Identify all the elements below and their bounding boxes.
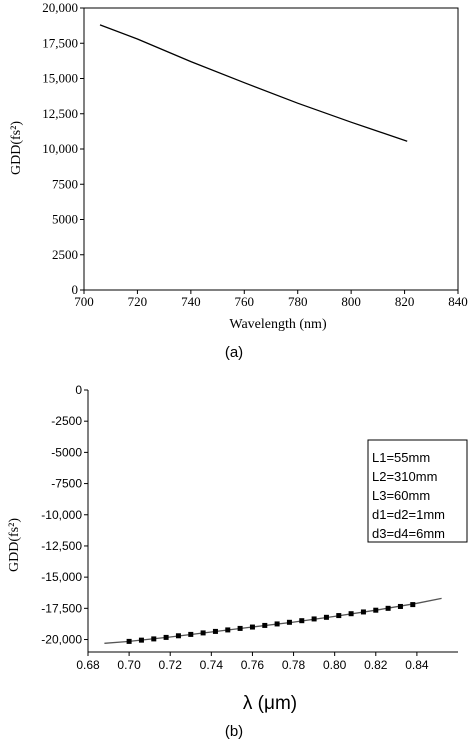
panel-b-legend-box: [367, 439, 468, 543]
y-tick-label: -15,000: [41, 570, 82, 584]
y-tick-label: 0: [75, 383, 82, 397]
data-point-marker: [262, 622, 268, 628]
y-tick-label: 5000: [52, 212, 78, 227]
panel-b-legend: L1=55mm L2=310mm L3=60mm d1=d2=1mm d3=d4=6mm: [372, 450, 445, 541]
legend-entry: d3=d4=6mm: [372, 526, 445, 541]
y-tick-label: -12,500: [41, 539, 82, 553]
data-point-marker: [212, 628, 218, 634]
y-tick-label: 2500: [52, 247, 78, 262]
data-point-marker: [323, 614, 329, 620]
series-line: [104, 597, 442, 644]
data-point-marker: [373, 607, 379, 613]
series-line: [99, 24, 408, 142]
legend-entry: L1=55mm: [372, 450, 430, 465]
x-tick-label: 0.82: [364, 658, 388, 672]
y-tick-label: 0: [72, 282, 79, 297]
panel-b-plot-area: 0.68 0.70 0.72 0.74 0.76 0.78 0.80 0.82 0.84 0 -25…: [41, 383, 458, 672]
panel-b-y-axis-title: GDD(fs²): [7, 518, 22, 572]
data-point-marker: [200, 630, 206, 636]
panel-a-plot-area: 700 720 740 760 780 800 820 840 0 2500 5000 7500 10,…: [42, 0, 468, 309]
x-tick-label: 820: [395, 294, 415, 309]
data-point-marker: [410, 602, 416, 608]
x-tick-label: 700: [74, 294, 94, 309]
panel-b-x-axis-title: λ (μm): [243, 693, 297, 714]
data-point-marker: [163, 634, 169, 640]
x-tick-label: 0.72: [159, 658, 183, 672]
data-point-marker: [188, 631, 194, 637]
data-point-marker: [126, 638, 132, 644]
y-tick-label: -17,500: [41, 601, 82, 615]
panel-a-caption: (a): [225, 344, 243, 361]
y-tick-label: -7500: [51, 477, 82, 491]
x-tick-label: 780: [288, 294, 308, 309]
y-tick-label: 20,000: [42, 0, 78, 15]
data-point-marker: [151, 636, 157, 642]
panel-a-y-axis-title: GDD(fs²): [9, 121, 24, 175]
data-point-marker: [311, 616, 317, 622]
y-tick-label: -20,000: [41, 633, 82, 647]
data-point-marker: [397, 603, 403, 609]
x-tick-label: 0.80: [323, 658, 347, 672]
x-tick-label: 740: [181, 294, 201, 309]
data-point-marker: [225, 627, 231, 633]
x-tick-label: 0.84: [405, 658, 429, 672]
data-point-marker: [336, 613, 342, 619]
data-point-marker: [175, 633, 181, 639]
data-point-marker: [237, 625, 243, 631]
data-point-marker: [274, 621, 280, 627]
x-tick-label: 0.76: [241, 658, 265, 672]
x-tick-label: 0.74: [200, 658, 224, 672]
data-point-marker: [249, 624, 255, 630]
x-tick-label: 0.68: [76, 658, 100, 672]
y-tick-label: 7500: [52, 176, 78, 191]
data-point-marker: [360, 609, 366, 615]
x-tick-label: 0.70: [117, 658, 141, 672]
data-point-marker: [348, 611, 354, 617]
y-tick-label: 12,500: [42, 106, 78, 121]
y-tick-label: 15,000: [42, 71, 78, 86]
panel-a-chart: 700 720 740 760 780 800 820 840 0 2500 5000 7500 10,…: [9, 0, 468, 361]
y-tick-label: -10,000: [41, 508, 82, 522]
y-tick-label: 17,500: [42, 35, 78, 50]
data-point-marker: [385, 605, 391, 611]
x-tick-label: 840: [448, 294, 468, 309]
x-tick-label: 800: [341, 294, 361, 309]
x-tick-label: 720: [128, 294, 148, 309]
panel-b-caption: (b): [225, 723, 243, 740]
x-tick-label: 0.78: [282, 658, 306, 672]
x-tick-label: 760: [235, 294, 255, 309]
data-point-marker: [299, 618, 305, 624]
y-tick-label: 10,000: [42, 141, 78, 156]
plot-frame: [83, 7, 459, 291]
legend-entry: L2=310mm: [372, 469, 437, 484]
legend-entry: d1=d2=1mm: [372, 507, 445, 522]
panel-b-chart: 0.68 0.70 0.72 0.74 0.76 0.78 0.80 0.82 0.84 0 -25…: [7, 383, 468, 740]
panel-a-x-axis-title: Wavelength (nm): [229, 317, 327, 332]
data-point-marker: [138, 637, 144, 643]
legend-entry: L3=60mm: [372, 488, 430, 503]
y-tick-label: -2500: [51, 414, 82, 428]
y-tick-label: -5000: [51, 445, 82, 459]
data-point-marker: [286, 619, 292, 625]
